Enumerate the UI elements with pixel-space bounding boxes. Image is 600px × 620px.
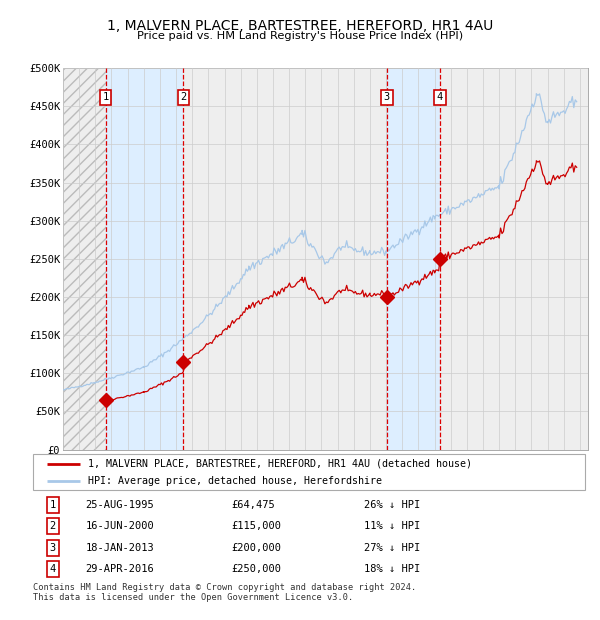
Text: 16-JUN-2000: 16-JUN-2000 [85,521,154,531]
Bar [184,68,387,450]
Bar [106,68,184,450]
Text: 4: 4 [437,92,443,102]
Text: 3: 3 [50,542,56,552]
Bar [63,68,106,450]
Text: 1: 1 [103,92,109,102]
Text: 27% ↓ HPI: 27% ↓ HPI [364,542,421,552]
Text: 2: 2 [50,521,56,531]
Text: £64,475: £64,475 [232,500,275,510]
Text: 11% ↓ HPI: 11% ↓ HPI [364,521,421,531]
Text: 4: 4 [50,564,56,574]
Text: 1, MALVERN PLACE, BARTESTREE, HEREFORD, HR1 4AU (detached house): 1, MALVERN PLACE, BARTESTREE, HEREFORD, … [88,459,472,469]
Text: 18-JAN-2013: 18-JAN-2013 [85,542,154,552]
Text: 26% ↓ HPI: 26% ↓ HPI [364,500,421,510]
FancyBboxPatch shape [33,454,585,490]
Text: £115,000: £115,000 [232,521,282,531]
Text: HPI: Average price, detached house, Herefordshire: HPI: Average price, detached house, Here… [88,476,382,486]
Text: 18% ↓ HPI: 18% ↓ HPI [364,564,421,574]
Bar [63,68,106,450]
Text: 25-AUG-1995: 25-AUG-1995 [85,500,154,510]
Text: 1: 1 [50,500,56,510]
Text: Contains HM Land Registry data © Crown copyright and database right 2024.
This d: Contains HM Land Registry data © Crown c… [33,583,416,602]
Text: Price paid vs. HM Land Registry's House Price Index (HPI): Price paid vs. HM Land Registry's House … [137,31,463,41]
Text: £200,000: £200,000 [232,542,282,552]
Text: 29-APR-2016: 29-APR-2016 [85,564,154,574]
Bar [387,68,440,450]
Text: £250,000: £250,000 [232,564,282,574]
Text: 3: 3 [383,92,390,102]
Text: 2: 2 [181,92,187,102]
Text: 1, MALVERN PLACE, BARTESTREE, HEREFORD, HR1 4AU: 1, MALVERN PLACE, BARTESTREE, HEREFORD, … [107,19,493,33]
Bar [440,68,588,450]
